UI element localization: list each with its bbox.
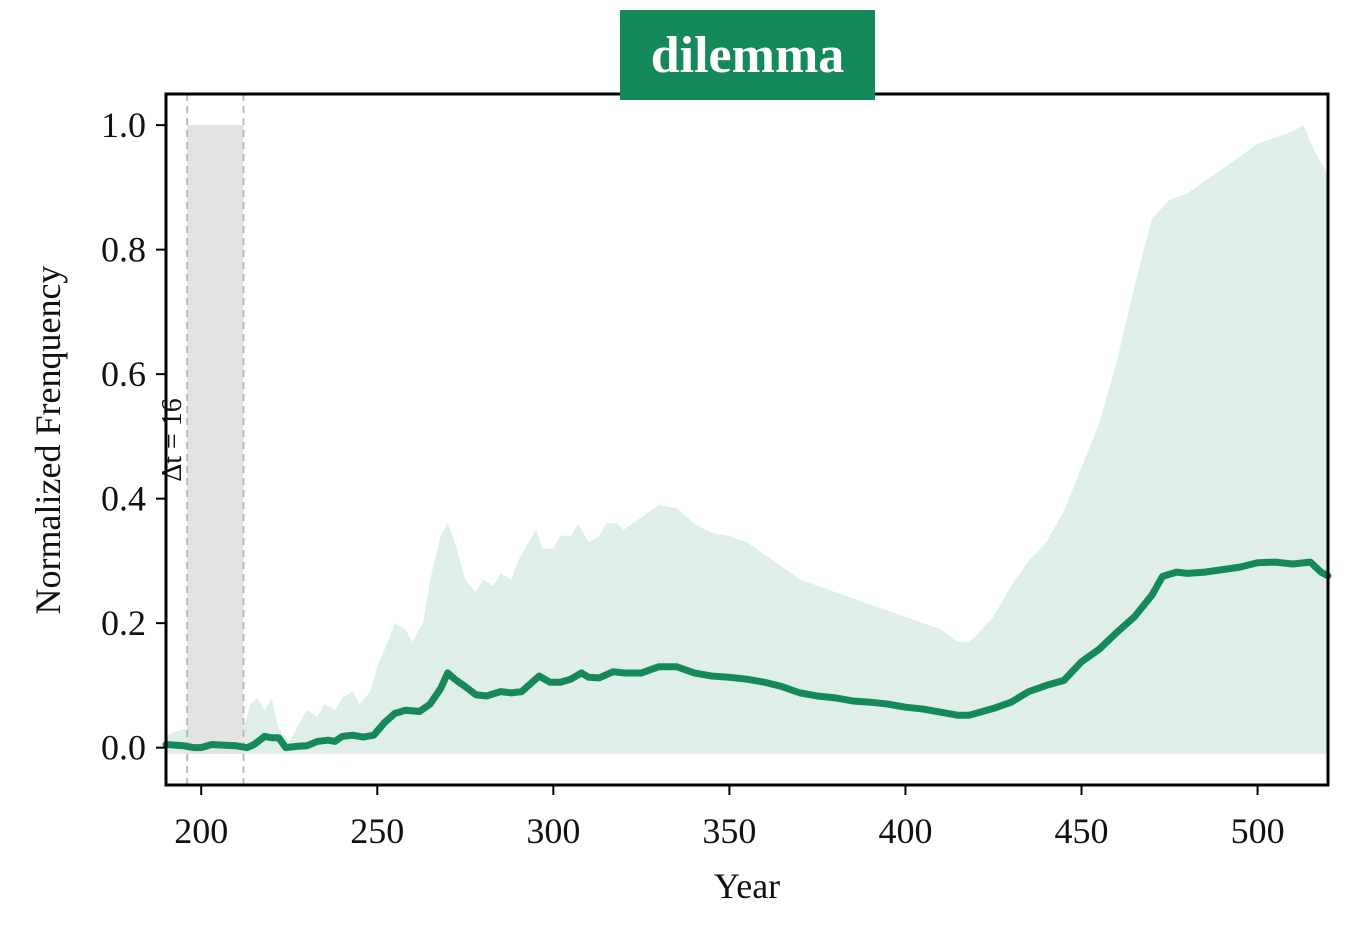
x-axis-ticks: 200 250 300 350 400 450 500 bbox=[174, 785, 1285, 851]
confidence-band-layer bbox=[166, 125, 1328, 754]
y-tick-label: 0.6 bbox=[101, 354, 146, 394]
x-tick-label: 500 bbox=[1231, 811, 1285, 851]
chart-title-badge: dilemma bbox=[620, 10, 875, 100]
y-tick-label: 0.2 bbox=[101, 603, 146, 643]
y-tick-label: 0.8 bbox=[101, 230, 146, 270]
highlight-window-layer bbox=[186, 94, 245, 785]
x-tick-label: 400 bbox=[878, 811, 932, 851]
series-line-1 bbox=[162, 558, 1332, 752]
y-tick-label: 0.0 bbox=[101, 728, 146, 768]
x-tick-label: 350 bbox=[702, 811, 756, 851]
x-axis-label: Year bbox=[714, 866, 780, 906]
chart-title: dilemma bbox=[650, 26, 845, 84]
x-tick-label: 250 bbox=[350, 811, 404, 851]
confidence-band bbox=[166, 125, 1328, 754]
y-axis-ticks: 0.0 0.2 0.4 0.6 0.8 1.0 bbox=[101, 105, 166, 768]
delta-t-annotation: Δt = 16 bbox=[157, 398, 188, 482]
y-tick-label: 0.4 bbox=[101, 479, 146, 519]
x-tick-label: 200 bbox=[174, 811, 228, 851]
highlight-window-rect bbox=[187, 125, 244, 754]
y-tick-label: 1.0 bbox=[101, 105, 146, 145]
x-tick-label: 300 bbox=[526, 811, 580, 851]
x-tick-label: 450 bbox=[1055, 811, 1109, 851]
series-line-layer bbox=[162, 558, 1332, 752]
y-axis-label: Normalized Frenquency bbox=[28, 266, 68, 615]
